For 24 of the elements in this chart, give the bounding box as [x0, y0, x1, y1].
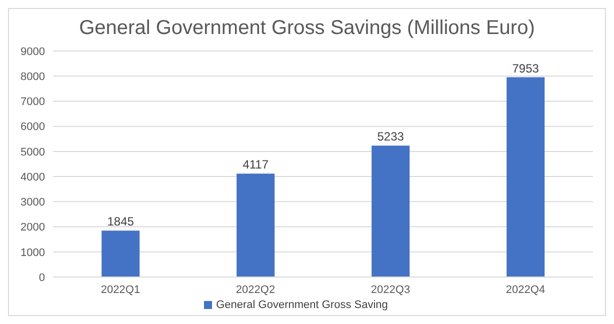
- y-tick-label: 6000: [20, 121, 45, 134]
- y-tick-label: 1000: [20, 246, 45, 259]
- y-tick-label: 0: [38, 272, 45, 284]
- y-tick-label: 4000: [20, 171, 45, 184]
- bar: [236, 174, 275, 277]
- bar: [102, 230, 140, 277]
- y-tick-label: 3000: [20, 196, 45, 209]
- x-tick-label: 2022Q4: [506, 284, 546, 296]
- x-tick-label: 2022Q3: [370, 284, 410, 296]
- y-tick-label: 9000: [20, 46, 45, 58]
- y-tick-label: 2000: [20, 222, 45, 234]
- y-tick-label: 7000: [20, 96, 45, 108]
- data-label: 5233: [377, 130, 404, 144]
- bar: [506, 77, 545, 277]
- legend-label: General Government Gross Saving: [216, 299, 388, 311]
- chart-title: General Government Gross Savings (Millions Euro): [78, 16, 536, 41]
- y-tick-label: 8000: [20, 71, 45, 84]
- data-label: 1845: [107, 214, 134, 229]
- x-tick-label: 2022Q2: [236, 284, 276, 296]
- bar: [372, 146, 410, 277]
- y-tick-label: 5000: [20, 146, 45, 158]
- data-label: 4117: [242, 158, 269, 172]
- x-tick-label: 2022Q1: [100, 284, 140, 296]
- data-label: 7953: [512, 61, 540, 76]
